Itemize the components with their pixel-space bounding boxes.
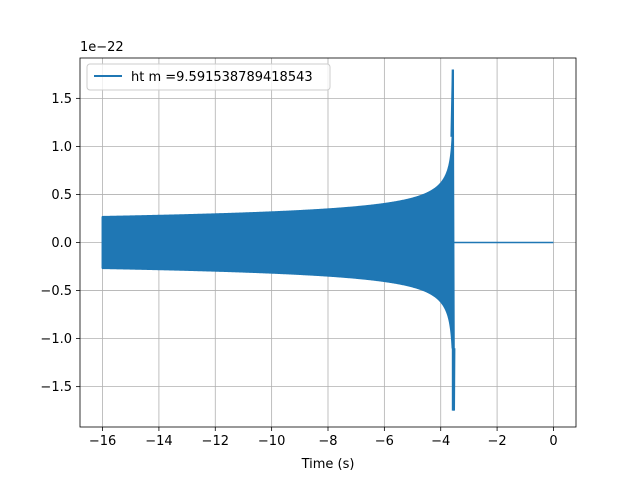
grid	[80, 58, 576, 427]
series-layer	[101, 69, 554, 411]
x-tick-label: −8	[318, 434, 337, 449]
x-tick-label: −10	[258, 434, 285, 449]
y-offset-label: 1e−22	[80, 40, 124, 55]
legend-box	[86, 63, 331, 91]
x-tick-label: −14	[145, 434, 172, 449]
x-axis-label: Time (s)	[301, 457, 355, 472]
y-tick-label: 1.5	[51, 92, 72, 107]
legend: ht m =9.591538789418543	[86, 63, 331, 91]
y-tick-label: 1.0	[51, 140, 72, 155]
x-tick-label: −12	[202, 434, 229, 449]
x-axis-ticks: −16 −14 −12 −10 −8 −6 −4 −2 0	[89, 427, 558, 449]
y-axis-ticks: −1.5 −1.0 −0.5 0.0 0.5 1.0 1.5	[40, 92, 80, 395]
x-tick-label: −2	[488, 434, 507, 449]
y-tick-label: −1.5	[40, 380, 72, 395]
x-tick-label: −6	[375, 434, 394, 449]
x-tick-label: −16	[89, 434, 116, 449]
y-tick-label: −0.5	[40, 284, 72, 299]
y-tick-label: 0.0	[51, 236, 72, 251]
x-tick-label: −4	[431, 434, 450, 449]
y-tick-label: −1.0	[40, 332, 72, 347]
y-tick-label: 0.5	[51, 188, 72, 203]
x-tick-label: 0	[549, 434, 557, 449]
legend-entry-label: ht m =9.591538789418543	[131, 70, 313, 85]
